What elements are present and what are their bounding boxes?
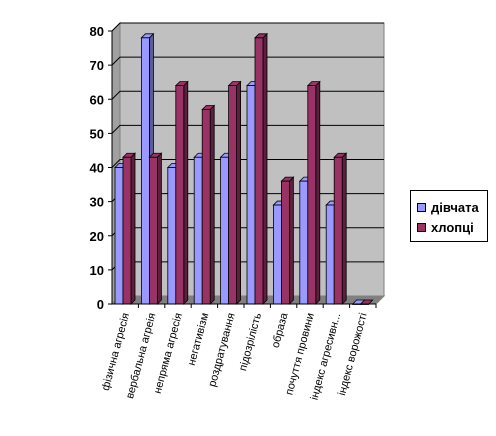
bars	[114, 32, 374, 305]
y-tick-label: 10	[90, 263, 104, 278]
bar-boys	[254, 32, 268, 305]
y-tick-label: 40	[90, 161, 104, 176]
bar-front	[299, 180, 309, 305]
bar-front	[167, 167, 177, 305]
y-tick-label: 0	[97, 297, 104, 312]
bar-front	[254, 37, 264, 305]
bar-side	[183, 80, 189, 305]
bar-front	[246, 85, 256, 305]
y-tick-label: 50	[90, 126, 104, 141]
bar-boys	[227, 80, 242, 305]
gridline	[111, 159, 384, 168]
bar-front	[228, 85, 238, 305]
bar-boys	[201, 104, 216, 305]
bar-front	[175, 85, 185, 305]
gridline	[111, 90, 384, 100]
legend-swatch-girls	[417, 202, 426, 212]
bar-side	[288, 176, 294, 305]
gridline	[111, 124, 384, 134]
bar-front	[307, 85, 317, 305]
bar-front	[280, 180, 290, 305]
x-tick-label: непряма агресія	[152, 312, 185, 395]
axes	[108, 30, 377, 308]
bar-side	[262, 32, 268, 305]
y-tick-label: 60	[90, 92, 104, 107]
legend-entry-girls: дівчата	[417, 199, 479, 215]
bar-side	[341, 152, 347, 305]
bar-front	[333, 156, 343, 305]
bar-side	[315, 80, 321, 305]
bar-boys	[280, 176, 295, 305]
bar-side	[130, 152, 136, 305]
legend-label-girls: дівчата	[431, 199, 479, 215]
y-tick-label: 70	[90, 58, 104, 73]
bar-boys	[306, 80, 321, 305]
bar-side	[236, 80, 242, 305]
y-tick-label: 80	[90, 24, 104, 39]
gridline	[111, 56, 384, 66]
bar-front	[122, 156, 132, 305]
gridline	[111, 22, 384, 32]
legend: дівчата хлопці	[410, 190, 488, 242]
legend-swatch-boys	[417, 222, 426, 232]
bar-front	[193, 156, 203, 305]
bar-boys	[122, 152, 136, 305]
bar-front	[148, 156, 158, 305]
bar-boys	[333, 152, 348, 305]
y-tick-label: 20	[90, 229, 104, 244]
bar-front	[220, 156, 230, 305]
bar-front	[325, 204, 335, 305]
x-tick-label: роздратування	[206, 312, 237, 388]
x-tick-label: образа	[270, 311, 291, 349]
bar-front	[272, 204, 282, 305]
legend-label-boys: хлопці	[431, 219, 474, 235]
x-tick-label: фізична агресія	[100, 312, 132, 392]
y-tick-label: 30	[90, 195, 104, 210]
bar-side	[156, 152, 162, 305]
bar-front	[201, 109, 211, 305]
legend-entry-boys: хлопці	[417, 219, 474, 235]
bar-front	[140, 37, 150, 305]
x-tick-label: підозрілість	[237, 311, 264, 372]
bar-front	[114, 167, 124, 305]
x-tick-label: негативізм	[186, 312, 212, 367]
x-tick-label: індекс ворожості	[336, 312, 370, 397]
bar-boys	[174, 80, 189, 305]
bar-boys	[148, 152, 163, 305]
bar-side	[209, 104, 215, 305]
y-tick-labels: 0 10 20 30 40 50 60 70 80	[90, 24, 104, 312]
